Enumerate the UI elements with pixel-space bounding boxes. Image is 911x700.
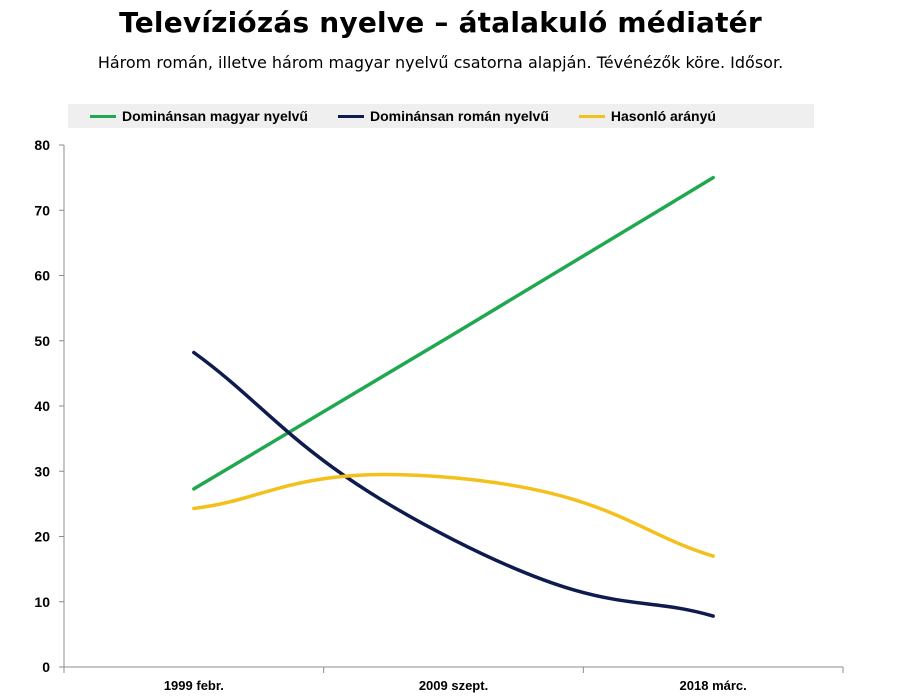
series-line-hasonlo bbox=[192, 472, 715, 558]
legend-label-hasonlo: Hasonló arányú bbox=[610, 108, 716, 124]
legend-label-roman: Dominánsan román nyelvű bbox=[369, 108, 549, 124]
chart-legend: Dominánsan magyar nyelvű Dominánsan romá… bbox=[68, 104, 814, 128]
legend-item-hasonlo: Hasonló arányú bbox=[578, 108, 716, 124]
legend-item-roman: Dominánsan román nyelvű bbox=[337, 108, 549, 124]
y-tick-label: 80 bbox=[34, 137, 50, 153]
y-tick-label: 50 bbox=[34, 333, 50, 349]
series-line-magyar bbox=[192, 175, 715, 491]
y-tick-label: 70 bbox=[34, 202, 50, 218]
chart-title: Televíziózás nyelve – átalakuló médiatér bbox=[119, 6, 762, 39]
series-line-roman bbox=[192, 350, 715, 618]
y-tick-label: 0 bbox=[42, 659, 50, 675]
legend-swatch-hasonlo bbox=[578, 114, 605, 118]
chart-series-lines bbox=[192, 175, 715, 618]
y-tick-label: 20 bbox=[34, 529, 50, 545]
y-tick-label: 30 bbox=[34, 463, 50, 479]
legend-label-magyar: Dominánsan magyar nyelvű bbox=[122, 108, 308, 124]
x-tick-label: 2018 márc. bbox=[680, 678, 747, 693]
y-tick-label: 40 bbox=[34, 398, 50, 414]
legend-item-magyar: Dominánsan magyar nyelvű bbox=[90, 108, 308, 124]
chart-axes: 0 10 20 30 40 50 60 70 80 1999 febr. 2009 szept. 20… bbox=[34, 137, 844, 693]
y-tick-label: 60 bbox=[34, 268, 50, 284]
x-tick-label: 2009 szept. bbox=[419, 678, 488, 693]
x-tick-label: 1999 febr. bbox=[164, 678, 224, 693]
chart-subtitle: Három román, illetve három magyar nyelvű… bbox=[97, 53, 784, 72]
legend-swatch-roman bbox=[337, 114, 364, 118]
legend-swatch-magyar bbox=[90, 114, 116, 118]
y-tick-label: 10 bbox=[34, 594, 50, 610]
